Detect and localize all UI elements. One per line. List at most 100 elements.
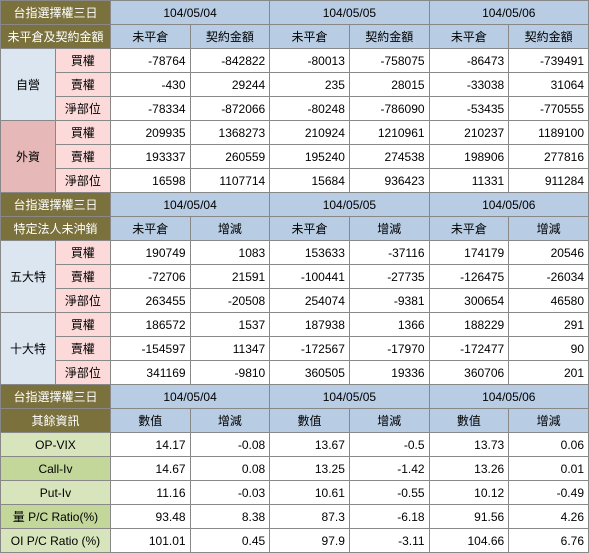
value-cell: -27735 [349, 265, 429, 289]
table-row: 台指選擇權三日104/05/04104/05/05104/05/06 [1, 385, 589, 409]
value-cell: -6.18 [349, 505, 429, 529]
value-cell: 260559 [190, 145, 270, 169]
value-cell: -17970 [349, 337, 429, 361]
table-row: 台指選擇權三日104/05/04104/05/05104/05/06 [1, 193, 589, 217]
value-cell: 1368273 [190, 121, 270, 145]
value-cell: 15684 [270, 169, 350, 193]
col-sub: 契約金額 [349, 25, 429, 49]
value-cell: 16598 [110, 169, 190, 193]
value-cell: 13.67 [270, 433, 350, 457]
value-cell: 193337 [110, 145, 190, 169]
group-name: 五大特 [1, 241, 56, 313]
row-label: 買權 [55, 49, 110, 73]
section-subtitle: 其餘資訊 [1, 409, 111, 433]
col-sub: 未平倉 [429, 25, 509, 49]
col-sub: 增減 [509, 409, 589, 433]
value-cell: 11331 [429, 169, 509, 193]
value-cell: -80013 [270, 49, 350, 73]
row-label: 賣權 [55, 337, 110, 361]
col-sub: 增減 [349, 217, 429, 241]
row-label: 買權 [55, 121, 110, 145]
metric-label: Call-Iv [1, 457, 111, 481]
value-cell: -786090 [349, 97, 429, 121]
col-sub: 增減 [190, 409, 270, 433]
value-cell: 263455 [110, 289, 190, 313]
value-cell: 28015 [349, 73, 429, 97]
table-row: 淨部位263455-20508254074-938130065446580 [1, 289, 589, 313]
date-header: 104/05/04 [110, 385, 269, 409]
value-cell: 0.01 [509, 457, 589, 481]
value-cell: 1107714 [190, 169, 270, 193]
value-cell: -0.08 [190, 433, 270, 457]
section-title: 台指選擇權三日 [1, 385, 111, 409]
value-cell: 10.12 [429, 481, 509, 505]
value-cell: 274538 [349, 145, 429, 169]
col-sub: 未平倉 [270, 25, 350, 49]
table-row: 淨部位1659811077141568493642311331911284 [1, 169, 589, 193]
value-cell: -842822 [190, 49, 270, 73]
table-row: OI P/C Ratio (%)101.010.4597.9-3.11104.6… [1, 529, 589, 553]
row-label: 淨部位 [55, 169, 110, 193]
table-row: 賣權193337260559195240274538198906277816 [1, 145, 589, 169]
value-cell: 91.56 [429, 505, 509, 529]
value-cell: -154597 [110, 337, 190, 361]
date-header: 104/05/05 [270, 1, 429, 25]
section-subtitle: 特定法人未沖銷 [1, 217, 111, 241]
value-cell: -126475 [429, 265, 509, 289]
table-row: 賣權-4302924423528015-3303831064 [1, 73, 589, 97]
table-row: 未平倉及契約金額未平倉契約金額未平倉契約金額未平倉契約金額 [1, 25, 589, 49]
metric-label: OI P/C Ratio (%) [1, 529, 111, 553]
value-cell: -3.11 [349, 529, 429, 553]
metric-label: 量 P/C Ratio(%) [1, 505, 111, 529]
table-row: 賣權-15459711347-172567-17970-17247790 [1, 337, 589, 361]
value-cell: -172567 [270, 337, 350, 361]
value-cell: 101.01 [110, 529, 190, 553]
value-cell: -37116 [349, 241, 429, 265]
col-sub: 未平倉 [429, 217, 509, 241]
value-cell: 1366 [349, 313, 429, 337]
value-cell: 13.25 [270, 457, 350, 481]
value-cell: -9810 [190, 361, 270, 385]
value-cell: 277816 [509, 145, 589, 169]
metric-label: OP-VIX [1, 433, 111, 457]
value-cell: 210237 [429, 121, 509, 145]
value-cell: 936423 [349, 169, 429, 193]
col-sub: 增減 [190, 217, 270, 241]
col-sub: 未平倉 [270, 217, 350, 241]
table-row: 十大特買權18657215371879381366188229291 [1, 313, 589, 337]
value-cell: 29244 [190, 73, 270, 97]
value-cell: 186572 [110, 313, 190, 337]
value-cell: 21591 [190, 265, 270, 289]
col-sub: 未平倉 [110, 217, 190, 241]
value-cell: 210924 [270, 121, 350, 145]
value-cell: 201 [509, 361, 589, 385]
table-row: 淨部位341169-981036050519336360706201 [1, 361, 589, 385]
section-title: 台指選擇權三日 [1, 1, 111, 25]
value-cell: -26034 [509, 265, 589, 289]
value-cell: 188229 [429, 313, 509, 337]
col-sub: 增減 [509, 217, 589, 241]
value-cell: 1210961 [349, 121, 429, 145]
table-row: 外資買權209935136827321092412109612102371189… [1, 121, 589, 145]
value-cell: 1189100 [509, 121, 589, 145]
value-cell: -100441 [270, 265, 350, 289]
value-cell: 254074 [270, 289, 350, 313]
value-cell: -172477 [429, 337, 509, 361]
value-cell: 104.66 [429, 529, 509, 553]
value-cell: -430 [110, 73, 190, 97]
value-cell: 93.48 [110, 505, 190, 529]
options-table: 台指選擇權三日104/05/04104/05/05104/05/06 未平倉及契約… [0, 0, 589, 553]
value-cell: 31064 [509, 73, 589, 97]
value-cell: 19336 [349, 361, 429, 385]
value-cell: 174179 [429, 241, 509, 265]
date-header: 104/05/04 [110, 1, 269, 25]
table-row: 五大特買權1907491083153633-3711617417920546 [1, 241, 589, 265]
row-label: 賣權 [55, 265, 110, 289]
col-sub: 契約金額 [509, 25, 589, 49]
value-cell: 13.73 [429, 433, 509, 457]
value-cell: 341169 [110, 361, 190, 385]
date-header: 104/05/05 [270, 193, 429, 217]
row-label: 賣權 [55, 145, 110, 169]
section-title: 台指選擇權三日 [1, 193, 111, 217]
value-cell: -770555 [509, 97, 589, 121]
